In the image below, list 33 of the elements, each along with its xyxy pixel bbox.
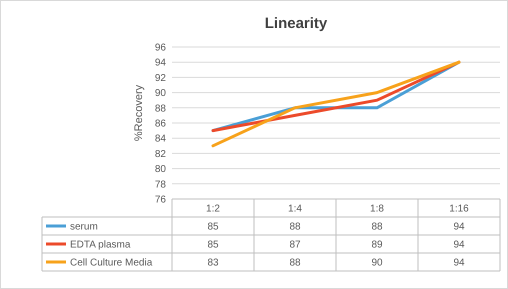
y-tick-label: 76 — [154, 194, 166, 206]
data-label: 88 — [289, 222, 301, 232]
data-label: 90 — [371, 258, 383, 268]
y-tick-label: 94 — [154, 58, 166, 69]
y-tick-label: 96 — [154, 42, 166, 54]
x-tick-label: 1:8 — [370, 204, 384, 214]
data-label: 85 — [207, 240, 219, 250]
y-tick-label: 78 — [154, 179, 166, 190]
legend-label: serum — [70, 222, 98, 232]
legend-label: EDTA plasma — [70, 240, 131, 250]
y-axis-title: %Recovery — [133, 84, 145, 142]
data-label: 94 — [453, 222, 465, 232]
line-series — [212, 60, 460, 148]
data-label: 88 — [371, 222, 383, 232]
chart-title: Linearity — [264, 15, 328, 32]
y-tick-label: 88 — [154, 103, 166, 114]
data-label: 87 — [289, 240, 301, 250]
x-tick-label: 1:4 — [288, 204, 302, 214]
data-label: 94 — [453, 240, 465, 250]
y-tick-label: 80 — [154, 164, 166, 176]
legend-label: Cell Culture Media — [70, 258, 153, 268]
x-tick-label: 1:16 — [449, 204, 470, 214]
y-tick-label: 82 — [154, 148, 166, 160]
data-label: 85 — [207, 222, 219, 232]
y-tick-label: 90 — [154, 88, 166, 100]
data-label: 83 — [207, 258, 219, 268]
data-label: 94 — [453, 258, 465, 268]
y-tick-label: 86 — [154, 118, 166, 130]
y-tick-label: 92 — [154, 72, 166, 84]
data-label: 89 — [371, 240, 383, 250]
y-tick-label: 84 — [154, 134, 166, 145]
x-tick-label: 1:2 — [206, 204, 220, 214]
data-label: 88 — [289, 258, 301, 268]
